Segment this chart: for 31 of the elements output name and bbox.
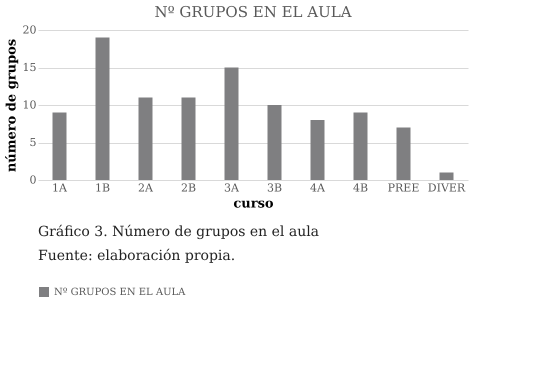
x-tick-label: 1B <box>94 182 110 194</box>
bar <box>52 112 66 180</box>
x-tick-label: 1A <box>52 182 68 194</box>
source-note: Fuente: elaboración propia. <box>38 248 236 264</box>
x-tick-label: 3A <box>224 182 240 194</box>
x-tick-label: 4B <box>352 182 368 194</box>
bar <box>354 112 368 180</box>
y-tick-label: 0 <box>30 174 36 186</box>
y-tick-label: 10 <box>22 98 36 112</box>
x-tick-label: 2A <box>138 182 154 194</box>
bar <box>310 120 324 180</box>
bar <box>138 98 152 180</box>
x-tick-label: 2B <box>180 182 196 194</box>
bar <box>224 68 238 180</box>
x-tick-label: 3B <box>266 182 282 194</box>
chart-title: Nº GRUPOS EN EL AULA <box>154 3 352 21</box>
y-tick-label: 20 <box>22 24 36 36</box>
x-tick-label: PREE <box>388 182 420 194</box>
text: Gráfico 3. Número de grupos en el aula <box>38 224 320 240</box>
y-tick-label: 15 <box>22 61 36 74</box>
bar <box>182 98 196 180</box>
bar <box>396 128 410 180</box>
y-axis-title: número de grupos <box>4 38 20 172</box>
x-tick-label: 4A <box>310 182 326 194</box>
y-tick-label: 5 <box>30 136 36 149</box>
bar <box>440 172 454 180</box>
bar <box>268 105 282 180</box>
bar <box>96 38 110 180</box>
x-tick-label: DIVER <box>428 182 466 194</box>
x-axis-title: curso <box>233 196 274 212</box>
legend-label: Nº GRUPOS EN EL AULA <box>54 287 186 298</box>
